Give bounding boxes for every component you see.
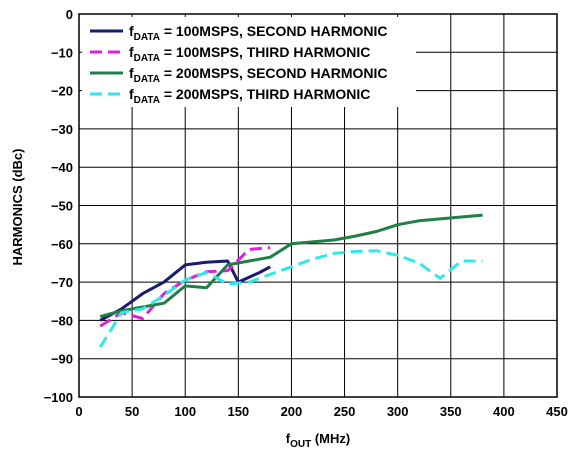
legend-label-main: f [129,86,134,102]
y-tick-labels: 0 −10 −20 −30 −40 −50 −60 −70 −80 −90 −100 [44,7,73,405]
y-tick-label: 0 [66,7,73,22]
legend-label-sub: DATA [134,95,160,106]
x-tick-label: 450 [546,404,568,419]
y-tick-label: −60 [51,237,73,252]
y-tick-label: −20 [51,84,73,99]
x-tick-label: 150 [227,404,249,419]
x-tick-label: 200 [281,404,303,419]
x-tick-label: 300 [387,404,409,419]
legend-label-rest: = 100MSPS, THIRD HARMONIC [160,44,370,60]
x-tick-label: 50 [125,404,139,419]
y-tick-label: −40 [51,160,73,175]
legend-label-main: f [129,65,134,81]
legend-box [82,17,416,107]
x-axis-title-main: f [286,431,291,446]
y-tick-label: −100 [44,390,73,405]
legend-label-3: fDATA = 200MSPS, SECOND HARMONIC [129,65,388,85]
legend-label-4: fDATA = 200MSPS, THIRD HARMONIC [129,86,370,106]
plot-border [78,13,558,398]
legend-label-sub: DATA [134,53,160,64]
y-tick-label: −70 [51,275,73,290]
series-lines [98,213,483,348]
x-tick-label: 0 [75,404,82,419]
y-tick-label: −30 [51,122,73,137]
legend-label-sub: DATA [134,32,160,43]
y-tick-label: −90 [51,352,73,367]
legend-label-1: fDATA = 100MSPS, SECOND HARMONIC [129,23,388,43]
series-line-2 [99,246,271,328]
legend-label-sub: DATA [134,74,160,85]
y-axis-title: HARMONICS (dBc) [10,149,25,266]
legend-label-main: f [129,23,134,39]
legend-label-main: f [129,44,134,60]
legend-label-2: fDATA = 100MSPS, THIRD HARMONIC [129,44,370,64]
x-tick-label: 100 [174,404,196,419]
x-tick-label: 400 [493,404,515,419]
y-tick-label: −50 [51,199,73,214]
x-tick-labels: 0 50 100 150 200 250 300 350 400 450 [75,404,567,419]
legend-label-rest: = 200MSPS, THIRD HARMONIC [160,86,370,102]
y-tick-label: −80 [51,313,73,328]
series-line-4 [98,249,483,348]
x-axis-title-sub: OUT [290,439,311,450]
legend-label-rest: = 200MSPS, SECOND HARMONIC [160,65,388,81]
series-line-3 [99,213,483,319]
y-tick-label: −10 [51,45,73,60]
x-tick-label: 350 [440,404,462,419]
x-axis-title: fOUT (MHz) [286,431,350,450]
x-axis-title-rest: (MHz) [311,431,350,446]
x-tick-label: 250 [334,404,356,419]
series-line-1 [99,259,271,322]
plot-frame [78,13,558,398]
legend-label-rest: = 100MSPS, SECOND HARMONIC [160,23,388,39]
